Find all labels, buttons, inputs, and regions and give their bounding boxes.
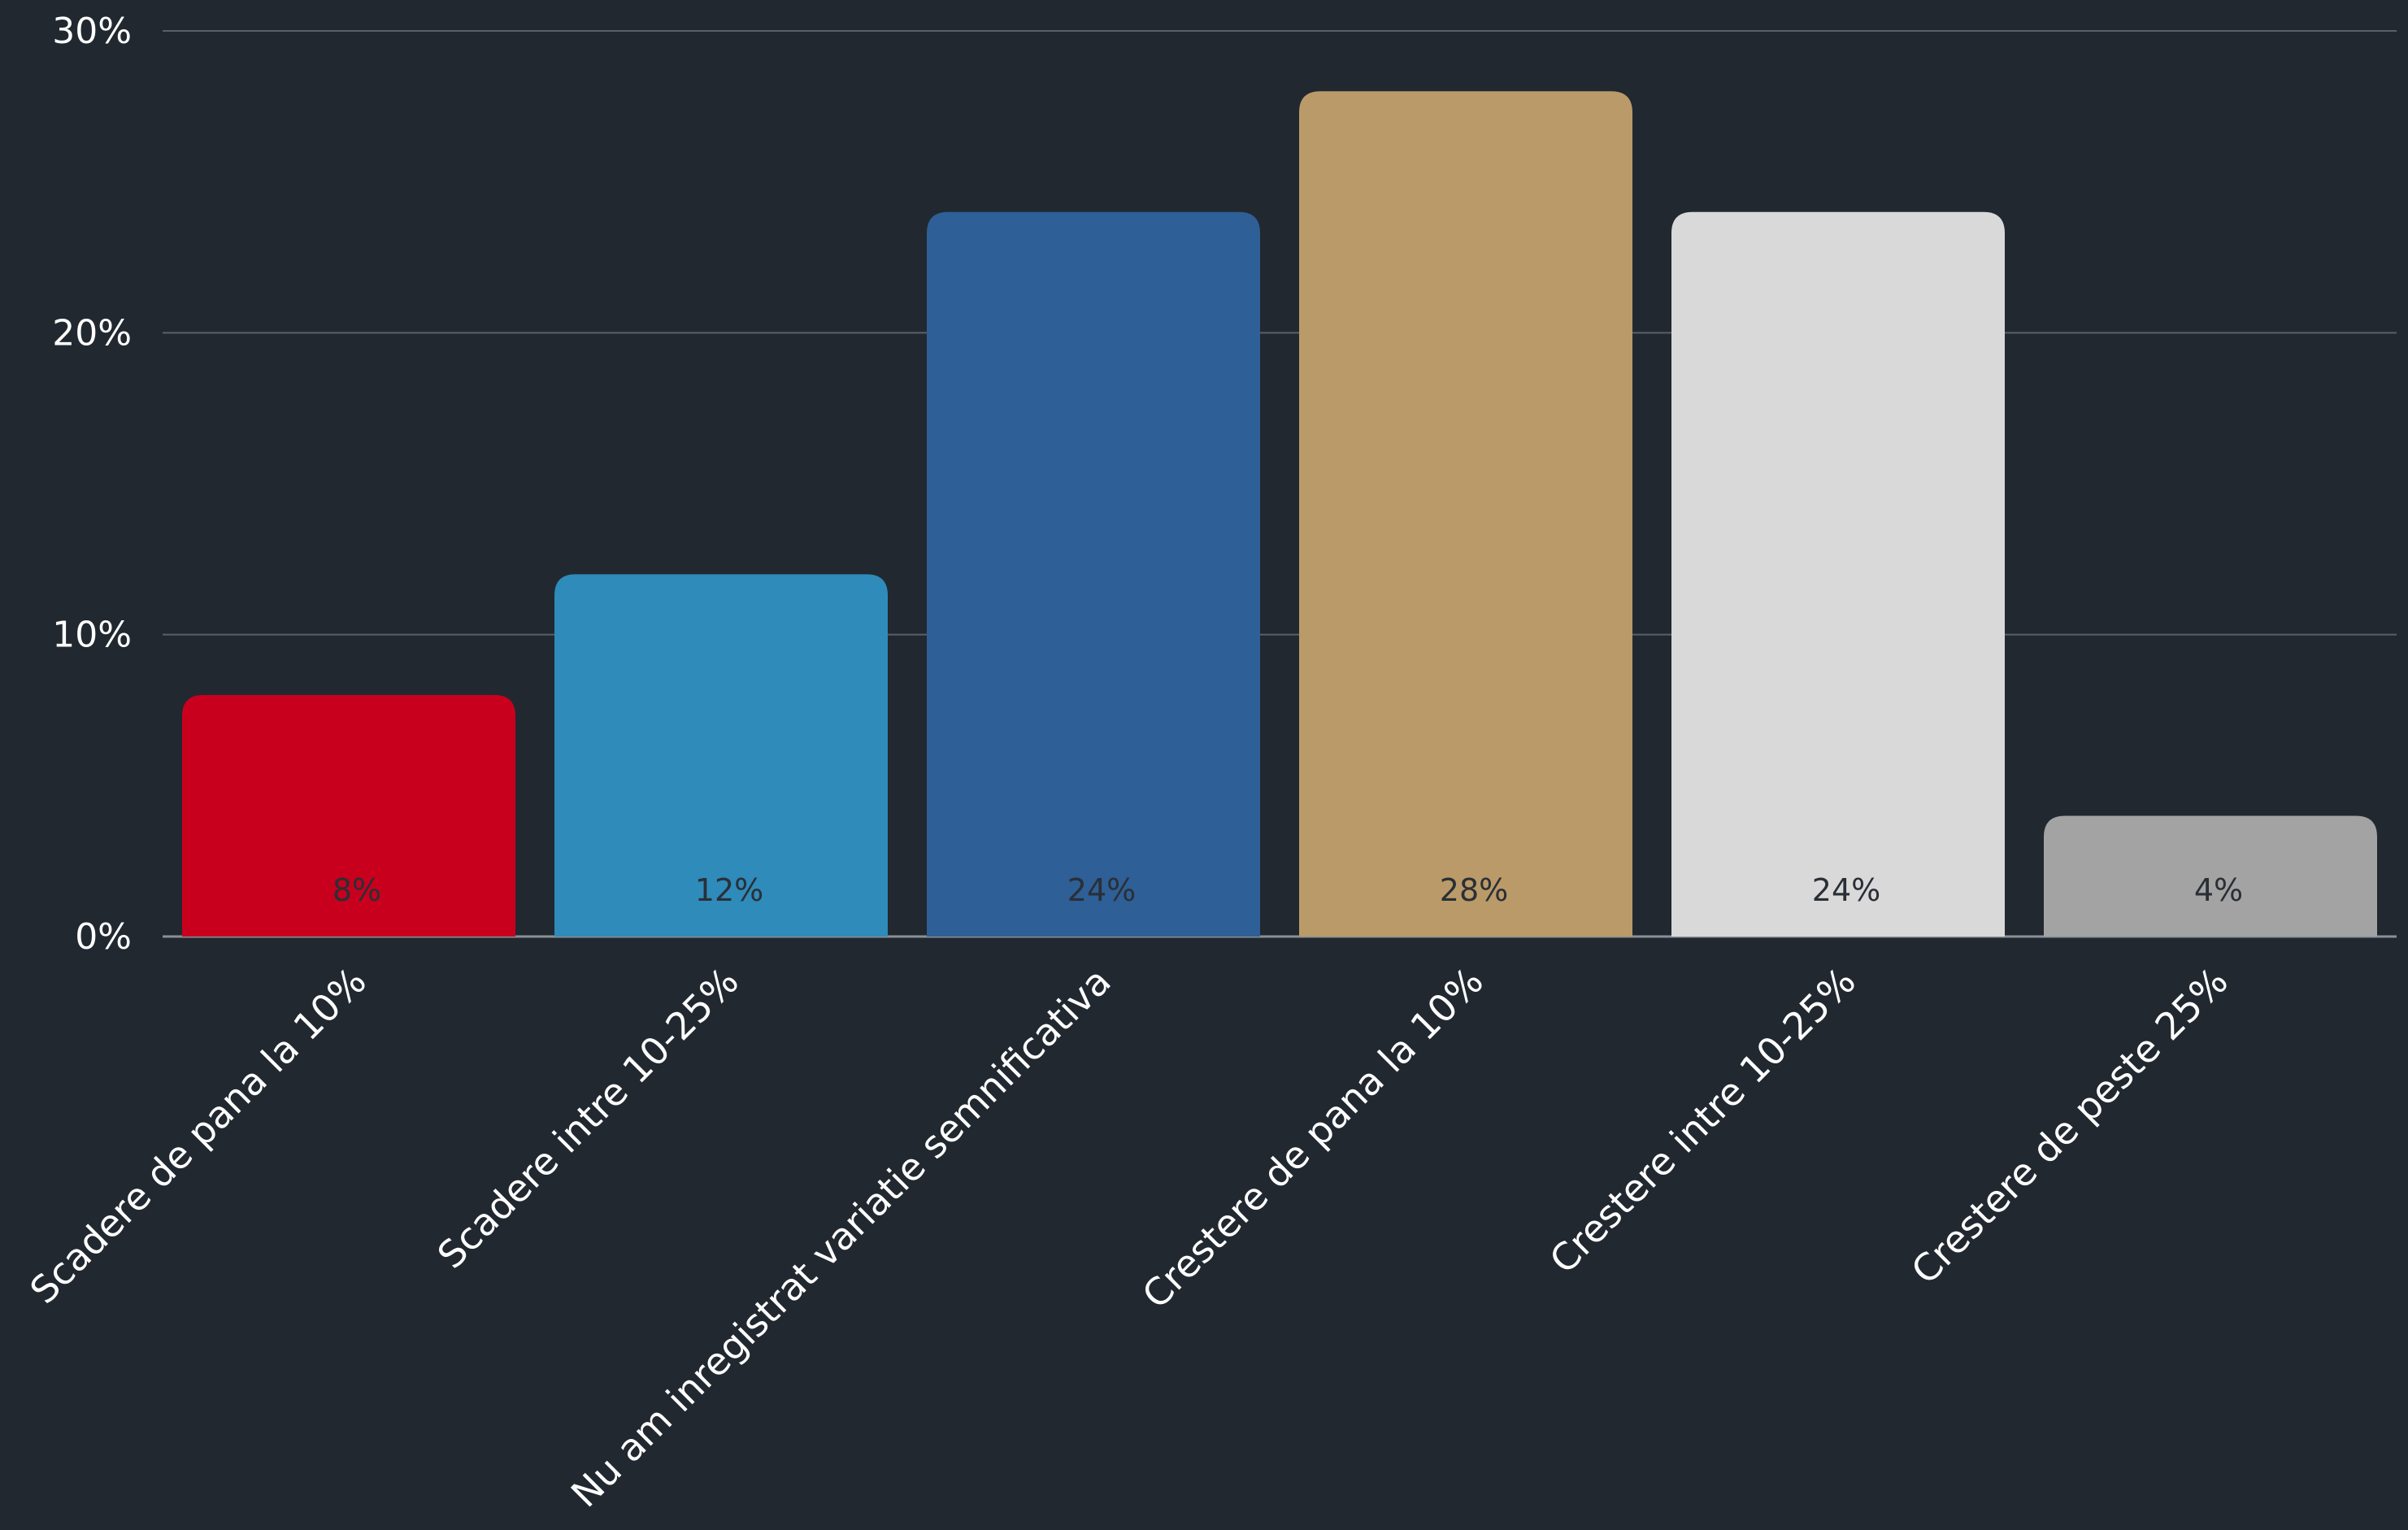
data-label: 4% xyxy=(2194,872,2243,908)
bar[interactable] xyxy=(1671,211,2005,937)
x-category-label: Scadere intre 10-25% xyxy=(429,959,747,1277)
x-category-label: Scadere de pana la 10% xyxy=(21,959,374,1312)
gridlines xyxy=(163,30,2397,938)
bar[interactable] xyxy=(927,211,1260,937)
y-tick-label: 30% xyxy=(52,11,132,52)
bar[interactable] xyxy=(554,574,888,937)
x-category-label: Crestere de peste 25% xyxy=(1902,959,2236,1293)
x-category-label: Crestere de pana la 10% xyxy=(1133,959,1491,1317)
bar[interactable] xyxy=(182,694,515,937)
y-tick-label: 0% xyxy=(75,916,132,958)
bars xyxy=(182,91,2377,937)
y-tick-label: 20% xyxy=(52,312,132,354)
data-labels: 8% 12% 24% 28% 24% 4% xyxy=(333,872,2243,908)
y-tick-label: 10% xyxy=(52,615,132,656)
data-label: 24% xyxy=(1812,872,1880,908)
x-category-label: Crestere intre 10-25% xyxy=(1541,959,1864,1282)
data-label: 12% xyxy=(695,872,763,908)
data-label: 28% xyxy=(1440,872,1508,908)
bar[interactable] xyxy=(2044,815,2377,937)
data-label: 8% xyxy=(333,872,381,908)
bar[interactable] xyxy=(1299,91,1632,937)
data-label: 24% xyxy=(1067,872,1136,908)
y-axis-tick-labels: 0% 10% 20% 30% xyxy=(52,11,132,958)
x-axis-category-labels: Scadere de pana la 10% Scadere intre 10-2… xyxy=(21,959,2236,1516)
